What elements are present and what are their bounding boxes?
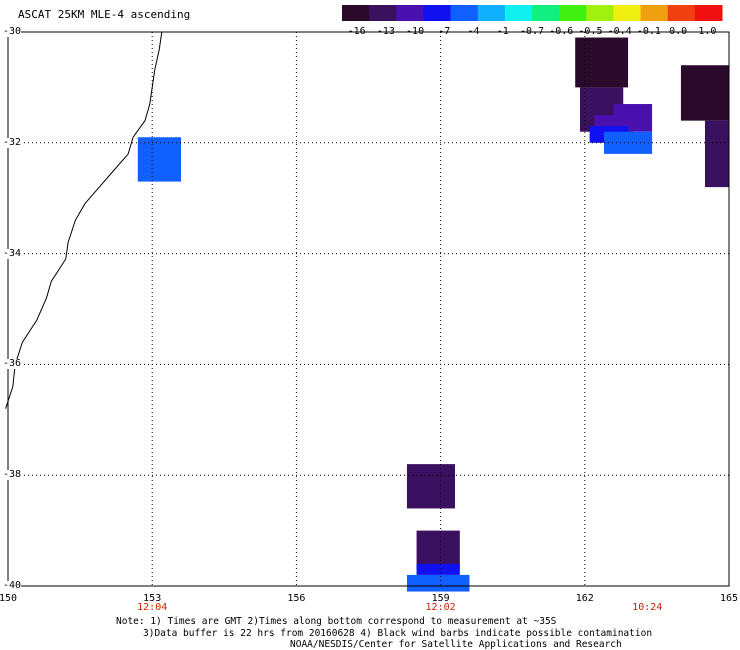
longitude-label: 153	[143, 593, 162, 604]
longitude-label: 156	[287, 593, 306, 604]
latitude-label: -34	[3, 247, 22, 259]
wind-data-cell	[137, 137, 182, 182]
colorbar-swatch	[477, 5, 506, 21]
longitude-label: 150	[0, 593, 18, 604]
colorbar-swatch	[694, 5, 723, 21]
note-line-1: Note: 1) Times are GMT 2)Times along bot…	[116, 616, 557, 627]
colorbar-swatch	[396, 5, 424, 21]
coastline	[5, 31, 163, 409]
longitude-label: 162	[575, 593, 594, 604]
colorbar-swatch	[504, 5, 533, 21]
time-label: 12:04	[137, 602, 168, 613]
colorbar-swatch	[559, 5, 587, 21]
colorbar-swatch	[342, 5, 370, 21]
latitude-label: -38	[3, 469, 22, 481]
wind-data-cell	[680, 65, 729, 121]
colorbar-swatch	[423, 5, 452, 21]
colorbar-swatch	[586, 5, 614, 21]
colorbar-swatch	[613, 5, 642, 21]
time-label: 10:24	[632, 602, 663, 613]
longitude-label: 159	[431, 593, 450, 604]
wind-data-cell	[416, 530, 460, 570]
latitude-label: -30	[3, 26, 22, 37]
map-title: ASCAT 25KM MLE-4 ascending	[18, 8, 191, 21]
longitude-label: 165	[719, 593, 739, 604]
time-label: 12:02	[425, 602, 456, 613]
colorbar-swatch	[369, 5, 397, 21]
wind-data-cell	[406, 464, 456, 509]
note-line-3: NOAA/NESDIS/Center for Satellite Applica…	[290, 639, 622, 650]
colorbar-swatch	[450, 5, 479, 21]
colorbar	[342, 5, 723, 21]
latitude-label: -36	[3, 358, 22, 370]
colorbar-swatch	[532, 5, 560, 21]
wind-data-cell	[575, 37, 629, 88]
colorbar-swatch	[667, 5, 696, 21]
note-line-2: 3)Data buffer is 22 hrs from 20160628 4)…	[143, 628, 653, 639]
latitude-label: -40	[3, 580, 22, 591]
map-frame	[7, 31, 730, 587]
latitude-label: -32	[3, 136, 22, 148]
wind-data-cell	[704, 120, 729, 188]
wind-data-cell	[416, 563, 460, 575]
wind-data-cell	[406, 574, 470, 592]
colorbar-swatch	[640, 5, 669, 21]
